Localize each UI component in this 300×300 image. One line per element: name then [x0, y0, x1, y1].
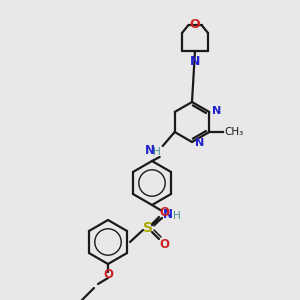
Text: N: N [195, 138, 204, 148]
Text: H: H [153, 147, 160, 157]
Text: N: N [190, 55, 200, 68]
Text: N: N [163, 208, 173, 221]
Text: N: N [212, 106, 222, 116]
Text: H: H [173, 211, 181, 221]
Text: N: N [145, 145, 155, 158]
Text: O: O [103, 268, 113, 281]
Text: O: O [159, 238, 169, 250]
Text: O: O [190, 17, 200, 31]
Text: CH₃: CH₃ [224, 127, 244, 137]
Text: O: O [159, 206, 169, 218]
Text: S: S [143, 221, 153, 235]
